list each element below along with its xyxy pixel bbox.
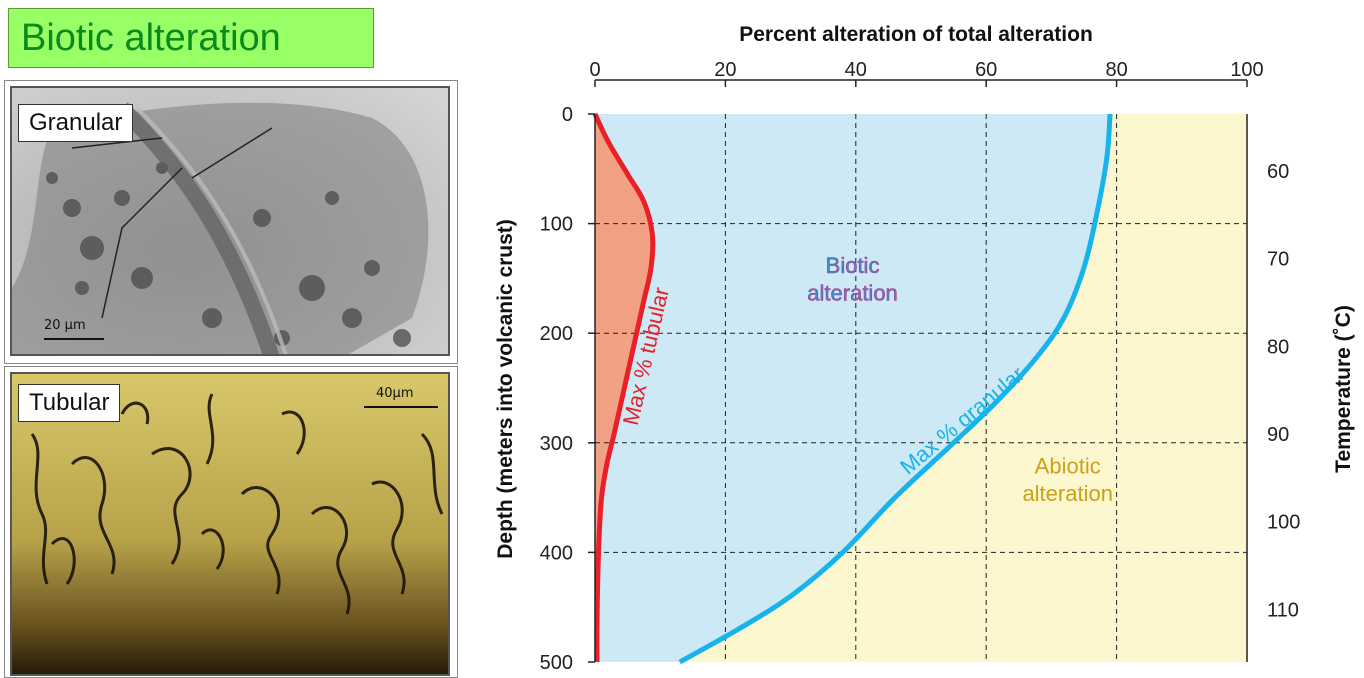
y-tick-label: 400 [540,542,573,564]
tubular-micrograph: Tubular 40μm [10,372,450,676]
y-axis-label: Depth (meters into volcanic crust) [494,219,517,559]
tubular-micrograph-image [12,374,448,674]
tubular-scale-bar: 40μm [364,386,444,408]
x-tick-label: 60 [975,59,997,81]
granular-scale-line [44,338,104,340]
y2-tick-label: 80 [1267,336,1289,358]
y-tick-label: 100 [540,214,573,236]
y-tick-label: 200 [540,323,573,345]
x-tick-label: 100 [1230,59,1263,81]
biotic-region-label-line2: alteration [807,280,898,305]
granular-label: Granular [18,104,134,142]
granular-micrograph-image [12,88,448,354]
chart-title: Percent alteration of total alteration [739,23,1093,46]
y2-tick-label: 110 [1267,599,1299,621]
y2-axis-label: Temperature (˚C) [1332,305,1355,473]
y-tick-label: 0 [562,104,573,126]
plot-area: 0 20 40 60 80 100 0 100 200 300 400 500 60 70 80 90 100 1… [540,59,1301,674]
biotic-region [595,114,1111,662]
x-tick-label: 20 [714,59,736,81]
abiotic-region-label-line1: Abiotic [1035,453,1101,478]
y2-tick-label: 70 [1267,249,1289,271]
abiotic-region-label-line2: alteration [1022,481,1113,506]
y-tick-label: 500 [540,652,573,674]
granular-micrograph: Granular 20 μm [10,86,450,356]
granular-scale-text: 20 μm [44,318,86,333]
slide-title-box: Biotic alteration [8,8,374,68]
tubular-label: Tubular [18,384,121,422]
tubular-scale-line [364,406,438,408]
tubular-scale-text: 40μm [376,386,414,401]
biotic-region-label-line1: Biotic [826,253,880,278]
tubular-curve [592,112,656,663]
alteration-depth-chart: Percent alteration of total alteration 0… [494,23,1355,674]
granular-curve [678,113,1113,665]
slide-title: Biotic alteration [21,17,281,59]
y2-tick-label: 90 [1267,424,1289,446]
granular-photo-frame [4,80,458,364]
x-tick-label: 0 [589,59,600,81]
granular-scale-bar: 20 μm [44,318,110,340]
y-tick-label: 300 [540,433,573,455]
y2-tick-label: 100 [1267,512,1300,534]
y2-tick-label: 60 [1267,161,1289,183]
x-tick-label: 40 [845,59,867,81]
x-tick-label: 80 [1105,59,1127,81]
